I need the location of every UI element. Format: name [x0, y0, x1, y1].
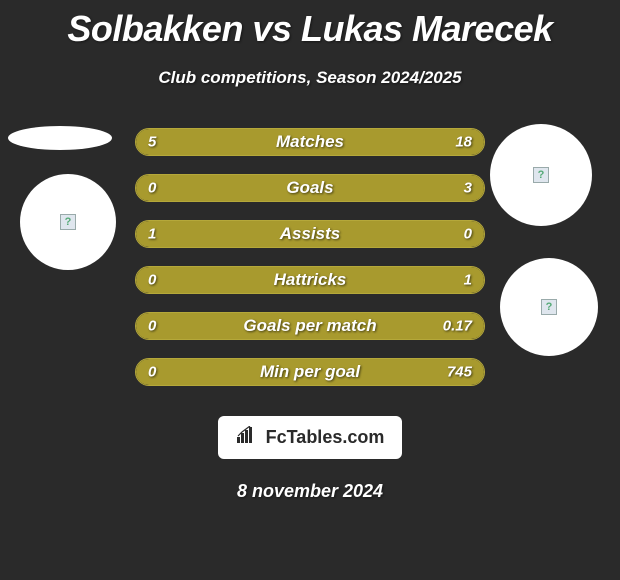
decoration-circle-right-top: ?	[490, 124, 592, 226]
image-placeholder-icon: ?	[60, 214, 76, 230]
stat-bar: 0 Hattricks 1	[135, 266, 485, 294]
decoration-ellipse	[8, 126, 112, 150]
brand-text: FcTables.com	[266, 427, 385, 448]
stat-label: Min per goal	[260, 362, 360, 382]
stat-left-value: 1	[148, 226, 156, 243]
stat-right-value: 0.17	[443, 318, 472, 335]
stat-bar: 0 Goals 3	[135, 174, 485, 202]
image-placeholder-icon: ?	[541, 299, 557, 315]
stat-right-value: 18	[455, 134, 472, 151]
stat-bar: 5 Matches 18	[135, 128, 485, 156]
brand-badge-wrap: FcTables.com	[0, 404, 620, 459]
stat-right-value: 745	[447, 364, 472, 381]
decoration-circle-left: ?	[20, 174, 116, 270]
image-placeholder-icon: ?	[533, 167, 549, 183]
stat-label: Hattricks	[274, 270, 347, 290]
stat-bar: 0 Goals per match 0.17	[135, 312, 485, 340]
stat-label: Goals	[286, 178, 333, 198]
brand-chart-icon	[236, 426, 258, 449]
stat-right-value: 3	[464, 180, 472, 197]
subtitle: Club competitions, Season 2024/2025	[0, 68, 620, 88]
stat-left-value: 0	[148, 272, 156, 289]
stat-left-value: 0	[148, 318, 156, 335]
brand-badge[interactable]: FcTables.com	[218, 416, 403, 459]
stat-label: Goals per match	[243, 316, 376, 336]
stat-left-value: 0	[148, 364, 156, 381]
decoration-circle-right-bottom: ?	[500, 258, 598, 356]
stat-left-value: 5	[148, 134, 156, 151]
date-label: 8 november 2024	[0, 481, 620, 502]
stat-right-value: 1	[464, 272, 472, 289]
stat-label: Matches	[276, 132, 344, 152]
stat-bar: 0 Min per goal 745	[135, 358, 485, 386]
stat-right-value: 0	[464, 226, 472, 243]
stats-bars: 5 Matches 18 0 Goals 3 1 Assists 0 0 Hattricks 1 0 Go…	[135, 128, 485, 386]
page-title: Solbakken vs Lukas Marecek	[0, 8, 620, 50]
stat-label: Assists	[280, 224, 340, 244]
stat-left-value: 0	[148, 180, 156, 197]
stat-bar: 1 Assists 0	[135, 220, 485, 248]
